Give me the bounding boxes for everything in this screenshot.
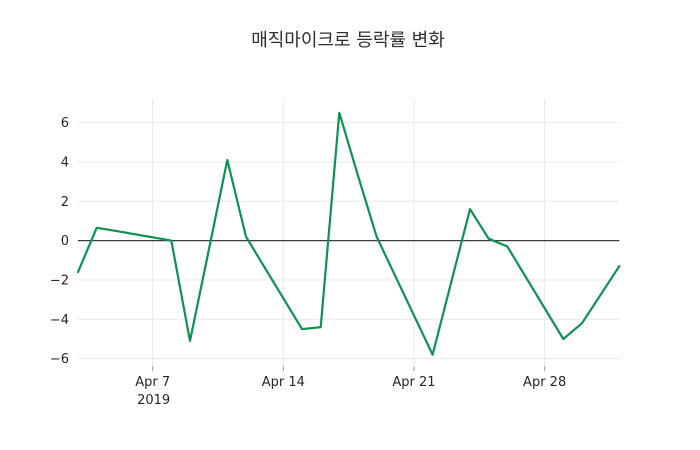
x-tick-label: Apr 28	[523, 375, 566, 390]
y-tick-label: 2	[61, 195, 69, 210]
y-tick-label: 0	[61, 234, 69, 249]
chart-title: 매직마이크로 등락률 변화	[251, 30, 445, 51]
x-tick-label: Apr 7	[135, 375, 170, 390]
y-tick-label: −6	[50, 352, 69, 367]
y-tick-label: 4	[61, 155, 69, 170]
series-line	[76, 111, 621, 356]
series	[76, 111, 621, 356]
y-tick-label: 6	[61, 116, 69, 131]
y-tick-label: −2	[50, 273, 69, 288]
x-tick-label: Apr 14	[262, 375, 305, 390]
y-tick-label: −4	[50, 313, 69, 328]
axes	[78, 240, 620, 371]
gridlines	[78, 99, 620, 367]
x-tick-year-label: 2019	[137, 393, 170, 408]
x-tick-label: Apr 21	[392, 375, 435, 390]
axis-labels: −6 −4 −2 0 2 4 6 Apr 7 2019 Apr 14 Apr 21 Apr 28	[50, 116, 566, 408]
